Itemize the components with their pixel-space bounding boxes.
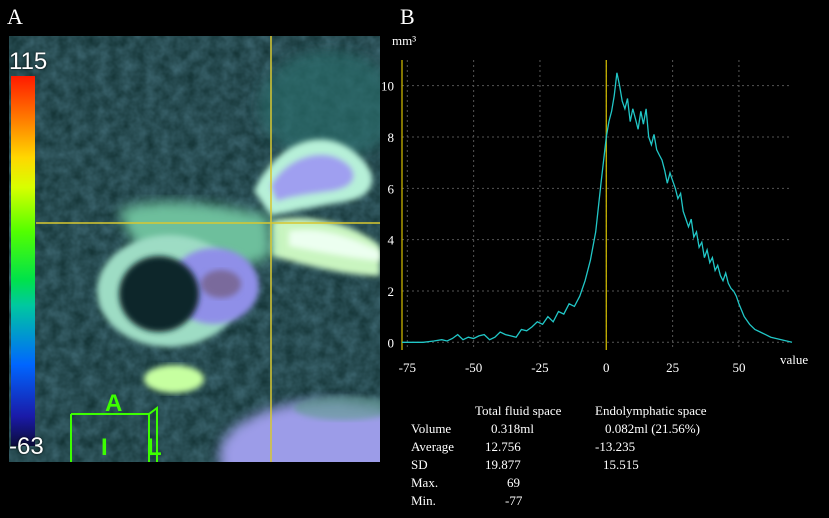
volume-endo: 0.082ml (21.56%) [605, 421, 700, 436]
header-endolymphatic-space: Endolymphatic space [595, 403, 707, 418]
average-total: 12.756 [485, 439, 521, 454]
header-total-fluid-space: Total fluid space [475, 403, 562, 418]
y-unit-label: mm³ [392, 33, 416, 48]
colorbar-min-label: -63 [9, 433, 44, 460]
row-label-average: Average [411, 439, 455, 454]
orientation-inferior: I [101, 434, 108, 461]
y-tick-label: 8 [388, 130, 395, 145]
x-tick-label: 25 [666, 360, 679, 375]
x-tick-label: -50 [465, 360, 482, 375]
histogram-curve [402, 72, 793, 343]
y-tick-label: 2 [388, 284, 395, 299]
x-axis-label: value [780, 352, 808, 367]
volume-total: 0.318ml [491, 421, 534, 436]
inner-ear-mri-image: 115 -63 A I L [9, 36, 380, 462]
orientation-lateral: L [147, 434, 162, 461]
histogram-chart: mm³ value -75 -50 -25 0 25 50 0 2 4 6 8 10 [381, 33, 808, 375]
panel-b-letter: B [400, 4, 415, 29]
y-tick-label: 10 [381, 79, 394, 94]
row-label-volume: Volume [411, 421, 452, 436]
y-tick-label: 4 [388, 233, 395, 248]
sd-total: 19.877 [485, 457, 521, 472]
min-total: -77 [505, 493, 523, 508]
mri-scan-image [9, 36, 380, 462]
y-tick-label: 0 [388, 335, 395, 350]
colorbar [11, 76, 35, 446]
x-tick-label: 50 [732, 360, 745, 375]
row-label-max: Max. [411, 475, 439, 490]
panel-a-letter: A [7, 4, 23, 29]
x-tick-label: -75 [399, 360, 416, 375]
x-tick-label: -25 [531, 360, 548, 375]
colorbar-max-label: 115 [9, 48, 48, 75]
sd-endo: 15.515 [603, 457, 639, 472]
orientation-anterior: A [105, 390, 123, 417]
y-tick-label: 6 [388, 181, 395, 196]
max-total: 69 [507, 475, 520, 490]
x-tick-label: 0 [603, 360, 610, 375]
average-endo: -13.235 [595, 439, 636, 454]
row-label-sd: SD [411, 457, 428, 472]
row-label-min: Min. [411, 493, 436, 508]
